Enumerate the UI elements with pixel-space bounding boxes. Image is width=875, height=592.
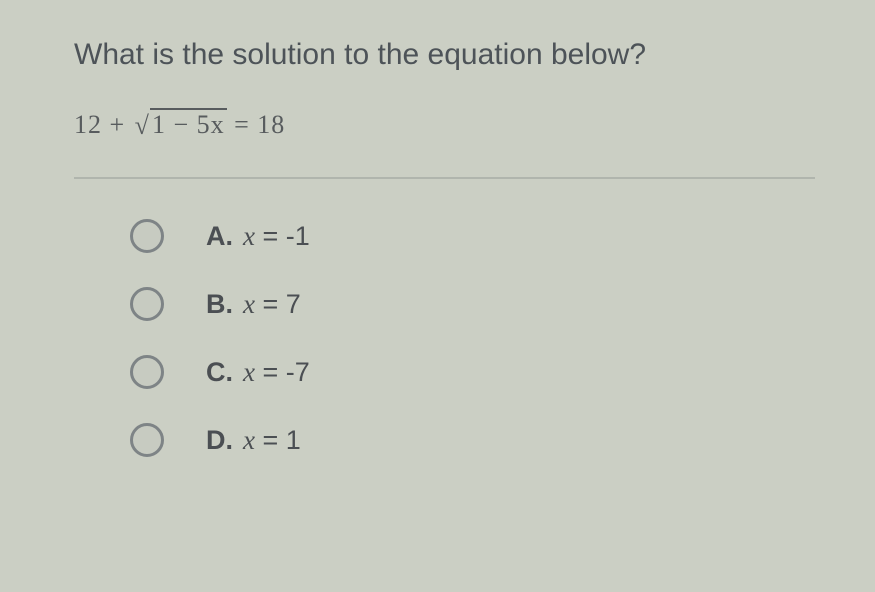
radicand: 1 − 5x bbox=[150, 108, 227, 140]
option-a[interactable]: A. x = -1 bbox=[130, 219, 815, 253]
option-var: x bbox=[243, 425, 255, 455]
option-text: B. x = 7 bbox=[206, 289, 301, 320]
option-var: x bbox=[243, 221, 255, 251]
equation-prefix: 12 + bbox=[74, 110, 125, 139]
divider bbox=[74, 177, 815, 179]
radio-icon[interactable] bbox=[130, 219, 164, 253]
option-c[interactable]: C. x = -7 bbox=[130, 355, 815, 389]
option-text: C. x = -7 bbox=[206, 357, 310, 388]
option-d[interactable]: D. x = 1 bbox=[130, 423, 815, 457]
option-text: A. x = -1 bbox=[206, 221, 310, 252]
option-b[interactable]: B. x = 7 bbox=[130, 287, 815, 321]
radio-icon[interactable] bbox=[130, 355, 164, 389]
option-letter: C. bbox=[206, 357, 233, 387]
equation-suffix: = 18 bbox=[234, 110, 285, 139]
option-letter: B. bbox=[206, 289, 233, 319]
option-eq: = 1 bbox=[255, 425, 301, 455]
option-letter: A. bbox=[206, 221, 233, 251]
option-letter: D. bbox=[206, 425, 233, 455]
radio-icon[interactable] bbox=[130, 287, 164, 321]
radical-icon: √ bbox=[135, 111, 150, 140]
option-var: x bbox=[243, 357, 255, 387]
options-list: A. x = -1 B. x = 7 C. x = -7 D. x = 1 bbox=[74, 219, 815, 457]
option-text: D. x = 1 bbox=[206, 425, 301, 456]
radio-icon[interactable] bbox=[130, 423, 164, 457]
question-title: What is the solution to the equation bel… bbox=[74, 38, 815, 72]
option-eq: = -7 bbox=[255, 357, 310, 387]
equation: 12 + √1 − 5x = 18 bbox=[74, 108, 815, 141]
sqrt-expression: √1 − 5x bbox=[133, 108, 227, 141]
option-var: x bbox=[243, 289, 255, 319]
option-eq: = -1 bbox=[255, 221, 310, 251]
option-eq: = 7 bbox=[255, 289, 301, 319]
